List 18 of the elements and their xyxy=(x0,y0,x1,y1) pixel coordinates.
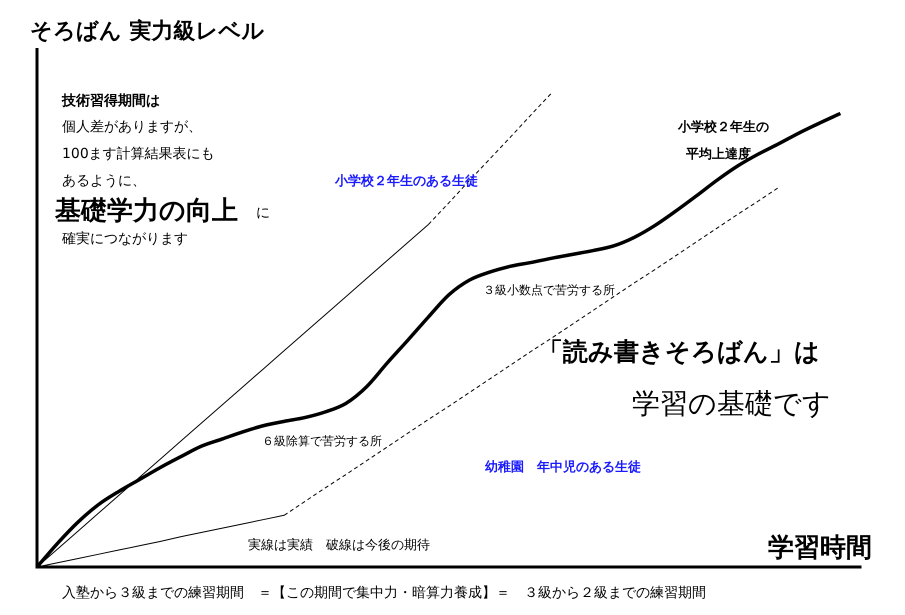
annotation: ６級除算で苦労する所 xyxy=(262,433,382,450)
annotation: ３級小数点で苦労する所 xyxy=(483,282,615,299)
annotation: 100ます計算結果表にも xyxy=(62,145,215,163)
annotation: 学習の基礎です xyxy=(632,386,831,422)
annotation: 基礎学力の向上 xyxy=(55,195,238,228)
annotation: 実線は実績 破線は今後の期待 xyxy=(248,537,430,554)
x-axis-title: 学習時間 xyxy=(768,532,872,565)
annotation: 小学校２年生のある生徒 xyxy=(335,173,478,190)
annotation: に xyxy=(256,204,270,222)
annotation: 確実につながります xyxy=(62,230,188,248)
text: 入塾から３級までの練習期間 ＝【この期間で集中力・暗算力養成】＝ ３級から２級までの練習期間 xyxy=(62,584,706,602)
annotation: 幼稚園 年中児のある生徒 xyxy=(485,459,641,476)
annotation: 小学校２年生の xyxy=(678,119,769,136)
y-axis-title: そろばん 実力級レベル xyxy=(30,18,265,46)
annotation: 「読み書きそろばん」は xyxy=(538,336,820,368)
annotation: 個人差がありますが、 xyxy=(62,118,202,136)
annotation: 技術習得期間は xyxy=(62,92,160,110)
annotation: あるように、 xyxy=(62,172,146,190)
